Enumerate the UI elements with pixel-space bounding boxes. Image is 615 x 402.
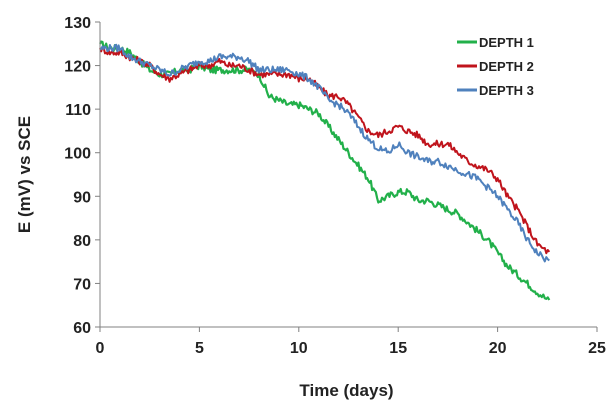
x-tick-label: 10 <box>290 340 308 357</box>
series-line-depth-1 <box>99 40 551 301</box>
legend-label: DEPTH 3 <box>479 83 534 98</box>
y-tick-label: 110 <box>65 102 91 119</box>
legend-label: DEPTH 2 <box>479 59 534 74</box>
series-line-depth-3 <box>99 43 550 263</box>
x-tick-label: 0 <box>96 340 105 357</box>
x-axis-label: Time (days) <box>299 381 393 400</box>
x-tick-label: 15 <box>389 340 407 357</box>
series-line-depth-2 <box>99 45 551 255</box>
legend: DEPTH 1 DEPTH 2 DEPTH 3 <box>457 35 534 98</box>
x-tick-label: 5 <box>195 340 204 357</box>
ticks: 60 70 80 90 100 110 120 130 0 5 10 15 20 25 <box>64 15 606 357</box>
y-tick-label: 80 <box>73 233 91 250</box>
y-tick-label: 70 <box>73 276 91 293</box>
x-tick-label: 20 <box>489 340 507 357</box>
legend-label: DEPTH 1 <box>479 35 534 50</box>
y-tick-label: 100 <box>64 146 91 163</box>
x-tick-label: 25 <box>588 340 606 357</box>
y-tick-label: 130 <box>64 15 91 32</box>
y-tick-label: 120 <box>64 59 91 76</box>
series-layer <box>99 40 551 301</box>
y-tick-label: 60 <box>73 320 91 337</box>
y-axis-label: E (mV) vs SCE <box>15 116 34 233</box>
axes <box>99 22 597 328</box>
y-tick-label: 90 <box>73 189 91 206</box>
